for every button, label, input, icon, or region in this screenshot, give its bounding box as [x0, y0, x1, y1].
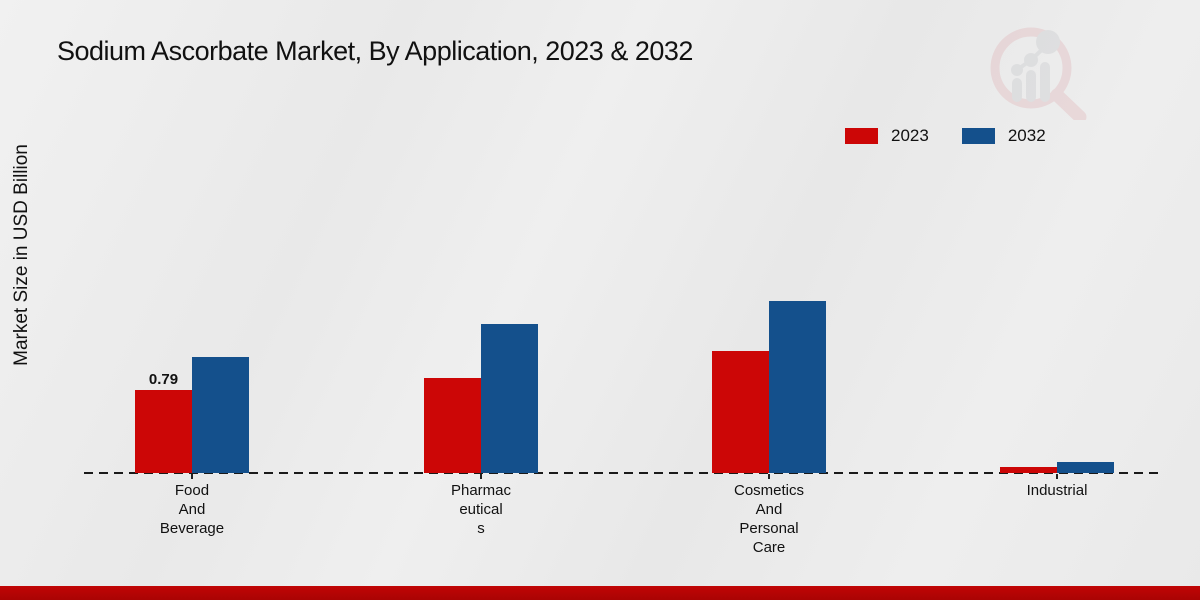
legend-label-2023: 2023 — [891, 126, 929, 145]
x-tick-label-pharmaceuticals: Pharmac eutical s — [450, 482, 512, 537]
bar-2023-food-and-beverage — [135, 390, 192, 473]
x-tick-label-industrial: Industrial — [1026, 482, 1088, 499]
legend-label-2032: 2032 — [1007, 126, 1046, 145]
chart-title: Sodium Ascorbate Market, By Application,… — [57, 36, 693, 66]
data-label-2023-food-and-beverage: 0.79 — [148, 371, 179, 388]
bar-2032-industrial — [1057, 462, 1114, 473]
bar-2032-cosmetics-and-personal-care — [769, 301, 826, 473]
legend-item-2032: 2032 — [961, 126, 1046, 146]
bar-2023-industrial — [1000, 467, 1057, 473]
bar-2032-pharmaceuticals — [481, 324, 538, 473]
legend-item-2023: 2023 — [845, 126, 929, 146]
legend-swatch-2032 — [961, 128, 995, 144]
magnifier-bar-chart-logo-icon — [990, 27, 1087, 120]
x-axis-tick-pharmaceuticals — [480, 474, 482, 479]
bar-2032-food-and-beverage — [192, 357, 249, 473]
x-axis-baseline — [84, 472, 1164, 474]
footer-accent-bar — [0, 586, 1200, 600]
x-axis-tick-cosmetics-and-personal-care — [768, 474, 770, 479]
x-axis-tick-industrial — [1056, 474, 1058, 479]
legend: 2023 2032 — [845, 126, 1046, 146]
x-axis-tick-food-and-beverage — [191, 474, 193, 479]
bar-2023-pharmaceuticals — [424, 378, 481, 473]
x-tick-label-cosmetics-and-personal-care: Cosmetics And Personal Care — [733, 482, 805, 556]
legend-swatch-2023 — [845, 128, 878, 144]
bar-2023-cosmetics-and-personal-care — [712, 351, 769, 473]
x-tick-label-food-and-beverage: Food And Beverage — [159, 482, 225, 537]
